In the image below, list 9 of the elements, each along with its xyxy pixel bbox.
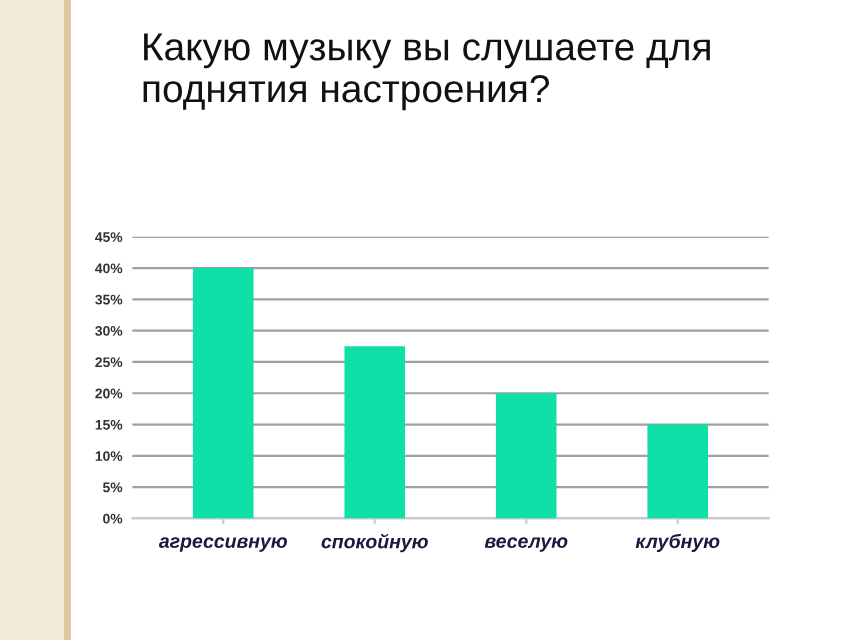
chart-title: Какую музыку вы слушаете для поднятия настроения? — [143, 33, 710, 111]
bar — [495, 393, 557, 519]
x-tick-label: спокойную — [321, 533, 428, 553]
bar — [344, 346, 406, 519]
bar — [192, 268, 254, 519]
x-tick-label: веселую — [484, 537, 568, 552]
x-tick-label: клубную — [635, 533, 720, 552]
bar — [647, 424, 709, 519]
x-tick-label: агрессивную — [158, 537, 288, 552]
